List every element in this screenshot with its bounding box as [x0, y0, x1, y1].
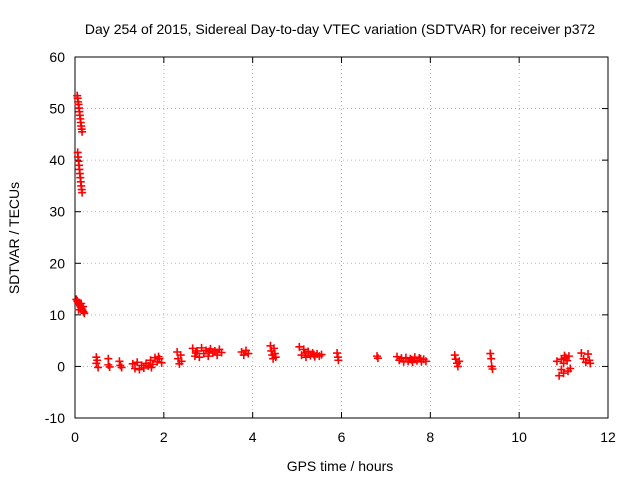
data-point	[557, 365, 566, 374]
x-tick-label: 2	[160, 429, 168, 445]
data-point	[78, 302, 87, 311]
y-tick-label: 40	[49, 152, 65, 168]
data-point	[301, 353, 310, 362]
y-tick-label: 60	[49, 49, 65, 65]
data-point	[130, 364, 139, 373]
data-point	[94, 363, 103, 372]
data-point	[566, 364, 575, 373]
data-point	[555, 371, 564, 380]
data-point	[450, 351, 459, 360]
data-point	[239, 351, 248, 360]
data-point	[269, 344, 278, 353]
data-point	[271, 353, 280, 362]
data-point	[453, 362, 462, 371]
x-tick-label: 8	[426, 429, 434, 445]
axis-ticks: 0 2 4 6 8 10 12 -10 0 10 20 30 40 50 60	[45, 49, 616, 445]
data-point	[150, 353, 159, 362]
x-tick-label: 10	[511, 429, 527, 445]
data-points	[72, 91, 595, 380]
data-point	[317, 350, 326, 359]
x-tick-label: 12	[600, 429, 616, 445]
data-point	[115, 357, 124, 366]
data-point	[74, 305, 83, 314]
data-point	[157, 358, 166, 367]
data-point	[78, 188, 87, 197]
data-point	[487, 354, 496, 363]
data-point	[244, 349, 253, 358]
data-point	[552, 357, 561, 366]
x-tick-label: 6	[338, 429, 346, 445]
data-point	[577, 349, 586, 358]
data-point	[191, 349, 200, 358]
y-tick-label: 0	[57, 358, 65, 374]
x-tick-label: 4	[249, 429, 257, 445]
data-point	[584, 350, 593, 359]
data-point	[80, 309, 89, 318]
data-point	[295, 342, 304, 351]
data-point	[105, 362, 114, 371]
data-point	[560, 351, 569, 360]
data-point	[117, 363, 126, 372]
data-point	[301, 349, 310, 358]
data-point	[195, 353, 204, 362]
x-tick-label: 0	[71, 429, 79, 445]
data-point	[213, 351, 222, 360]
data-point	[563, 356, 572, 365]
data-point	[146, 356, 155, 365]
data-point	[78, 127, 87, 136]
data-point	[135, 365, 144, 374]
y-tick-label: -10	[45, 410, 65, 426]
y-tick-label: 10	[49, 307, 65, 323]
data-point	[333, 349, 342, 358]
chart-title: Day 254 of 2015, Sidereal Day-to-day VTE…	[85, 21, 595, 37]
data-point	[486, 349, 495, 358]
data-point	[334, 356, 343, 365]
data-point	[177, 357, 186, 366]
grid	[75, 57, 608, 418]
data-point	[270, 349, 279, 358]
data-point	[407, 355, 416, 364]
data-point	[133, 358, 142, 367]
data-point	[373, 354, 382, 363]
y-tick-label: 30	[49, 204, 65, 220]
data-point	[455, 357, 464, 366]
y-axis-label: SDTVAR / TECUs	[6, 182, 22, 294]
data-point	[176, 351, 185, 360]
data-point	[204, 352, 213, 361]
data-point	[217, 348, 226, 357]
data-point	[421, 357, 430, 366]
data-point	[154, 352, 163, 361]
data-point	[197, 343, 206, 352]
data-point	[139, 363, 148, 372]
data-point	[586, 359, 595, 368]
data-point	[299, 345, 308, 354]
data-point	[93, 356, 102, 365]
x-axis-label: GPS time / hours	[287, 458, 394, 474]
data-point	[488, 365, 497, 374]
data-point	[147, 363, 156, 372]
data-point	[188, 344, 197, 353]
y-tick-label: 50	[49, 101, 65, 117]
data-point	[309, 350, 318, 359]
data-point	[416, 354, 425, 363]
data-point	[205, 347, 214, 356]
data-point	[128, 359, 137, 368]
y-tick-label: 20	[49, 255, 65, 271]
